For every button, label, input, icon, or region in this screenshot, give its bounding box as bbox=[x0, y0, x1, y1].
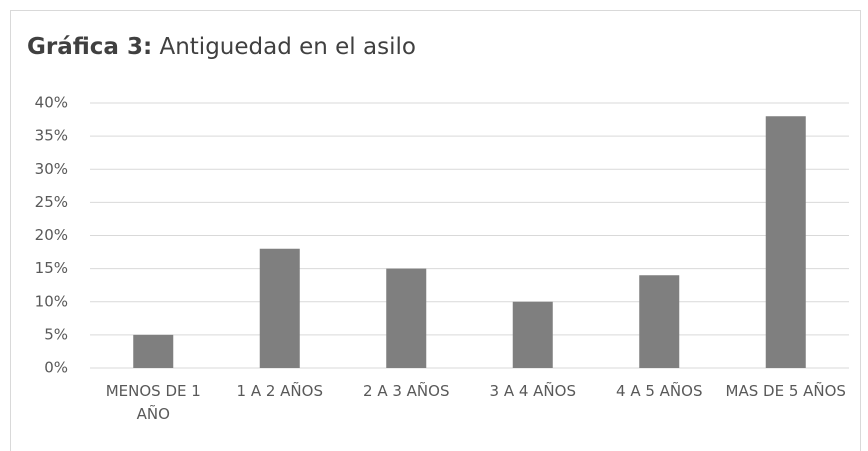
x-tick-label: 3 A 4 AÑOS bbox=[489, 382, 576, 400]
chart-title: Gráfica 3: Antiguedad en el asilo bbox=[27, 34, 416, 60]
bar bbox=[386, 268, 427, 368]
x-tick-label: 1 A 2 AÑOS bbox=[236, 382, 323, 400]
x-tick-label: 2 A 3 AÑOS bbox=[363, 382, 450, 400]
y-tick-label: 35% bbox=[35, 127, 68, 145]
title-text: Antiguedad en el asilo bbox=[159, 34, 415, 60]
x-tick-label: MAS DE 5 AÑOS bbox=[725, 382, 846, 400]
y-tick-label: 20% bbox=[35, 226, 68, 244]
chart-frame bbox=[10, 10, 861, 451]
bar bbox=[765, 116, 806, 368]
x-tick-label: 4 A 5 AÑOS bbox=[616, 382, 703, 400]
y-tick-label: 5% bbox=[44, 325, 68, 343]
bar bbox=[639, 275, 680, 368]
y-tick-label: 15% bbox=[35, 259, 68, 277]
bar bbox=[512, 301, 553, 368]
title-label: Gráfica 3: bbox=[27, 34, 152, 60]
bar bbox=[133, 334, 174, 368]
y-tick-label: 25% bbox=[35, 193, 68, 211]
y-tick-label: 40% bbox=[35, 94, 68, 112]
y-tick-label: 30% bbox=[35, 160, 68, 178]
bar bbox=[259, 248, 300, 368]
x-tick-label: MENOS DE 1 AÑO bbox=[105, 382, 201, 423]
y-tick-label: 0% bbox=[44, 359, 68, 377]
y-tick-label: 10% bbox=[35, 292, 68, 310]
